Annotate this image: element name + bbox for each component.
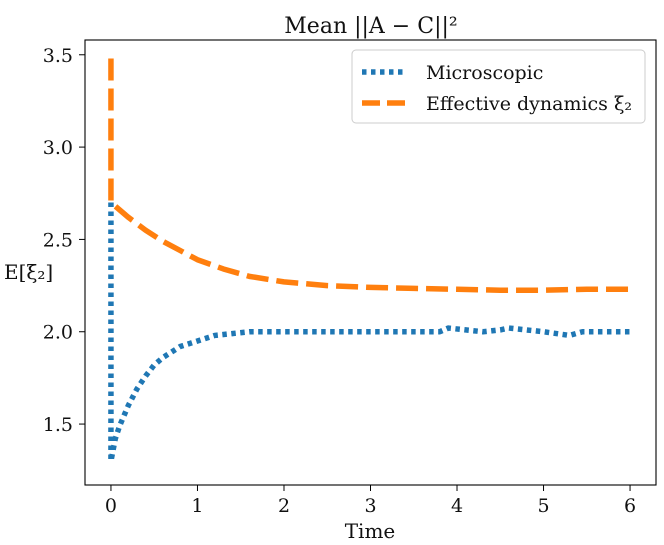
legend-label-microscopic: Microscopic: [426, 62, 543, 84]
x-tick-label: 0: [105, 495, 117, 517]
series-layer: [108, 58, 631, 464]
series-line-microscopic: [108, 202, 631, 464]
legend-box: [351, 49, 646, 124]
x-axis: 0 1 2 3 4 5 6: [105, 485, 636, 517]
legend: Microscopic Effective dynamics ξ₂: [351, 49, 646, 124]
x-tick-label: 3: [364, 495, 376, 517]
y-axis: 1.5 2.0 2.5 3.0 3.5: [43, 45, 85, 436]
series-line-effective: [108, 58, 631, 293]
y-tick-label: 3.0: [43, 137, 73, 159]
y-tick-label: 2.0: [43, 322, 73, 344]
y-tick-label: 1.5: [43, 414, 73, 436]
chart-title: Mean ||A − C||²: [284, 14, 457, 39]
y-tick-label: 2.5: [43, 229, 73, 251]
x-tick-label: 4: [451, 495, 463, 517]
x-axis-label: Time: [345, 519, 396, 543]
y-tick-label: 3.5: [43, 45, 73, 67]
legend-label-effective-dynamics: Effective dynamics ξ₂: [426, 93, 632, 115]
x-tick-label: 5: [537, 495, 549, 517]
y-axis-label: E[ξ₂]: [4, 260, 53, 284]
x-tick-label: 1: [191, 495, 203, 517]
x-tick-label: 2: [278, 495, 290, 517]
x-tick-label: 6: [624, 495, 636, 517]
